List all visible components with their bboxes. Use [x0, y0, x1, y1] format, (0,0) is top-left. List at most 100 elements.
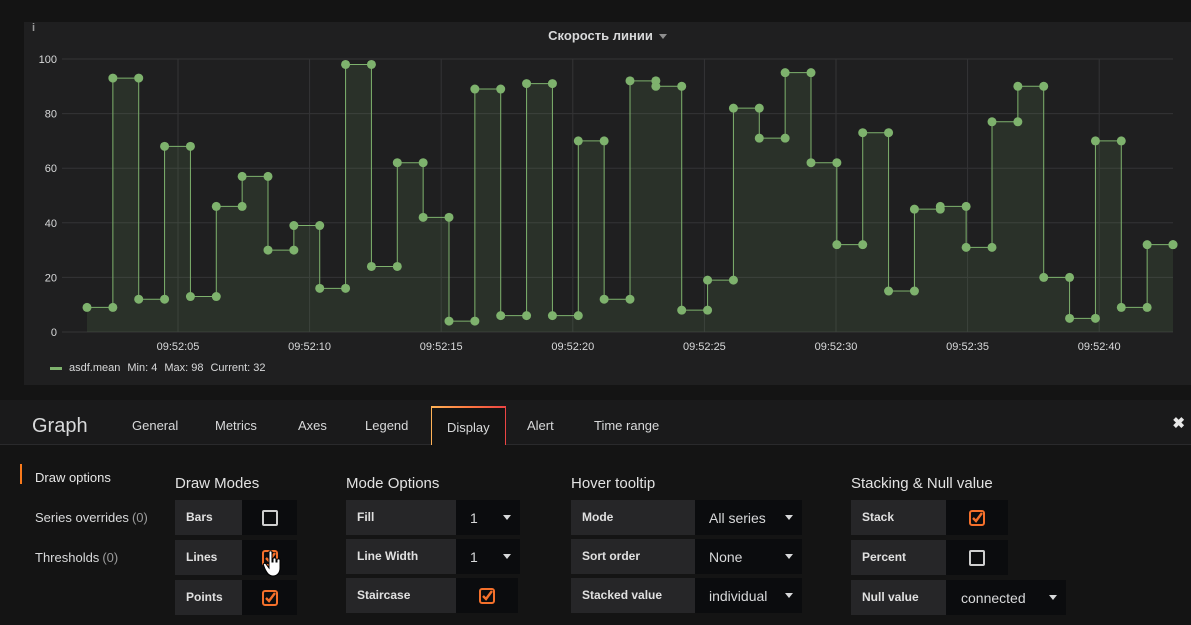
data-point	[211, 201, 221, 211]
stacked-value-select[interactable]: individual	[695, 578, 802, 613]
legend-series-name[interactable]: asdf.mean	[69, 362, 121, 374]
tab-metrics[interactable]: Metrics	[215, 418, 257, 433]
data-point	[366, 59, 376, 69]
chevron-down-icon	[785, 554, 793, 559]
panel-editor: Graph General Metrics Axes Legend Displa…	[0, 400, 1191, 625]
close-icon[interactable]: ✖	[1172, 415, 1185, 432]
bars-checkbox[interactable]	[242, 500, 297, 535]
caret-down-icon	[658, 34, 667, 40]
data-point	[961, 201, 971, 211]
fill-value: 1	[470, 509, 478, 526]
x-tick-label: 09:52:25	[683, 341, 726, 353]
fill-label: Fill	[346, 500, 456, 535]
data-point	[599, 294, 609, 304]
data-point	[1142, 240, 1152, 250]
tab-axes[interactable]: Axes	[298, 418, 327, 433]
tab-time-range[interactable]: Time range	[594, 418, 660, 433]
data-point	[496, 84, 506, 94]
x-tick-label: 09:52:05	[157, 341, 200, 353]
fill-select[interactable]: 1	[456, 500, 520, 535]
data-point	[909, 286, 919, 296]
series-line	[87, 63, 1173, 322]
side-item-series-overrides[interactable]: Series overrides (0)	[21, 510, 148, 550]
data-point	[237, 171, 247, 181]
data-point	[1090, 136, 1100, 146]
line-width-select[interactable]: 1	[456, 539, 520, 574]
x-tick-label: 09:52:20	[551, 341, 594, 353]
checkbox-checked-icon	[261, 589, 278, 606]
data-point	[134, 73, 144, 83]
data-point	[185, 292, 195, 302]
y-tick-label: 100	[39, 54, 57, 66]
stack-checkbox[interactable]	[946, 500, 1008, 535]
data-point	[625, 76, 635, 86]
data-point	[858, 240, 868, 250]
data-point	[263, 171, 273, 181]
data-point	[392, 261, 402, 271]
percent-label: Percent	[851, 540, 946, 575]
side-item-count: (0)	[131, 510, 148, 525]
mode-label: Mode	[571, 500, 695, 535]
chevron-down-icon	[1049, 595, 1057, 600]
staircase-checkbox[interactable]	[456, 578, 518, 613]
percent-checkbox[interactable]	[946, 540, 1008, 575]
tab-display[interactable]: Display	[431, 406, 506, 445]
stacking-title: Stacking & Null value	[851, 475, 993, 492]
data-point	[832, 158, 842, 168]
data-point	[1090, 313, 1100, 323]
side-item-thresholds[interactable]: Thresholds (0)	[21, 550, 148, 590]
data-point	[651, 76, 661, 86]
data-point	[185, 141, 195, 151]
data-point	[884, 128, 894, 138]
data-point	[1013, 81, 1023, 91]
stacked-value-label: Stacked value	[571, 578, 695, 613]
y-tick-label: 80	[45, 109, 57, 121]
data-point	[909, 204, 919, 214]
y-tick-label: 20	[45, 272, 57, 284]
data-point	[1065, 313, 1075, 323]
data-point	[470, 316, 480, 326]
line-chart: 0 20 40 60 80 100 09:52:05 09:52:10 09:52:15 09:5…	[39, 54, 1178, 353]
tab-general[interactable]: General	[132, 418, 179, 433]
data-point	[134, 294, 144, 304]
data-point	[496, 311, 506, 321]
data-point	[418, 212, 428, 222]
data-point	[341, 59, 351, 69]
editor-header: Graph General Metrics Axes Legend Displa…	[0, 400, 1191, 445]
data-point	[418, 158, 428, 168]
side-item-draw-options[interactable]: Draw options	[20, 464, 148, 510]
mode-select[interactable]: All series	[695, 500, 802, 535]
data-point	[547, 79, 557, 89]
data-point	[1039, 81, 1049, 91]
null-value-select[interactable]: connected	[946, 580, 1066, 615]
panel-title-menu[interactable]: Скорость линии	[24, 28, 1191, 43]
stack-label: Stack	[851, 500, 946, 535]
null-value-label: Null value	[851, 580, 946, 615]
data-point	[1065, 272, 1075, 282]
stacked-value-value: individual	[709, 587, 768, 604]
panel-title: Скорость линии	[548, 28, 653, 43]
data-point	[1116, 302, 1126, 312]
data-point	[1039, 272, 1049, 282]
data-point	[444, 316, 454, 326]
sort-order-select[interactable]: None	[695, 539, 802, 574]
tab-legend[interactable]: Legend	[365, 418, 409, 433]
legend-max: Max: 98	[164, 362, 204, 374]
points-checkbox[interactable]	[242, 580, 297, 615]
data-point	[780, 133, 790, 143]
data-point	[935, 204, 945, 214]
data-point	[547, 311, 557, 321]
tab-alert[interactable]: Alert	[527, 418, 554, 433]
data-point	[341, 283, 351, 293]
data-point	[858, 128, 868, 138]
y-tick-label: 0	[51, 327, 57, 339]
bars-label: Bars	[175, 500, 242, 535]
data-point	[677, 305, 687, 315]
x-tick-label: 09:52:10	[288, 341, 331, 353]
legend: asdf.mean Min: 4 Max: 98 Current: 32	[50, 362, 266, 374]
sort-order-value: None	[709, 548, 743, 565]
data-point	[444, 212, 454, 222]
side-item-label: Draw options	[35, 470, 111, 485]
series-color-swatch[interactable]	[50, 366, 62, 370]
panel-info-icon[interactable]: i	[32, 22, 36, 34]
